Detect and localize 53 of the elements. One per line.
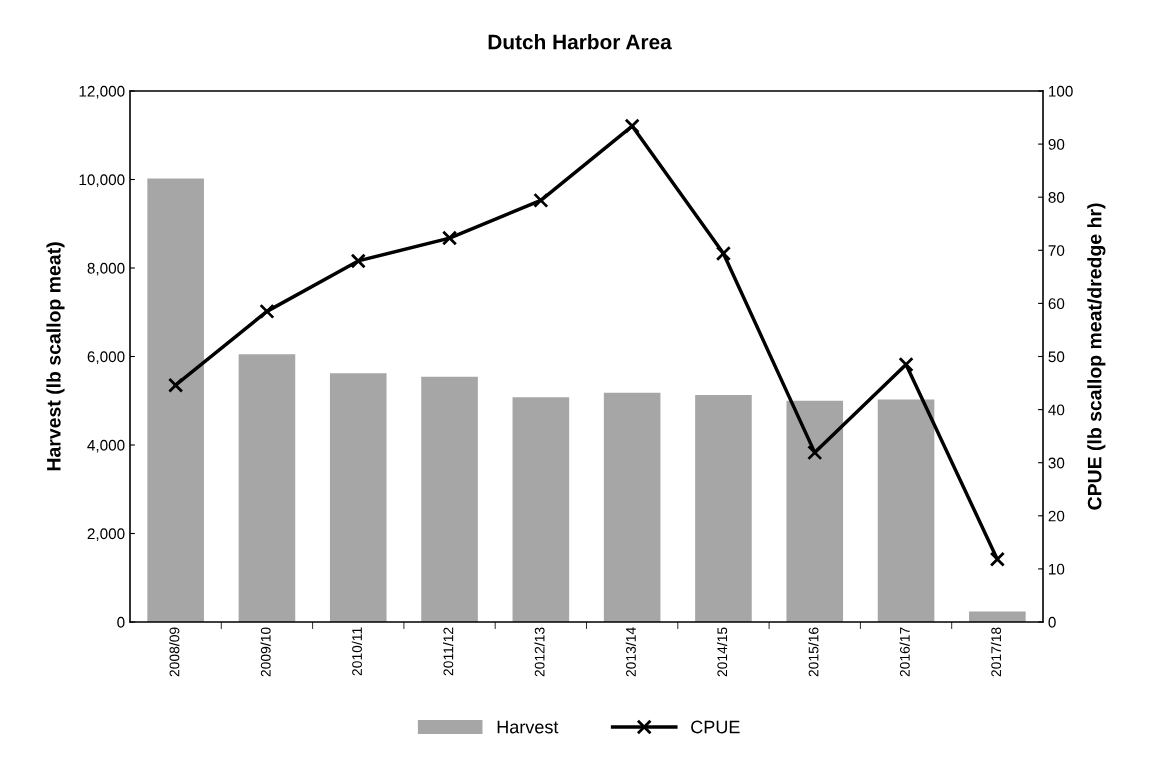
x-tick-label: 2009/10 — [260, 627, 271, 677]
y-tick-label: 2,000 — [87, 528, 125, 541]
y-axis-title: Harvest (lb scallop meat) — [46, 242, 65, 471]
legend-label: Harvest — [497, 720, 559, 734]
y-tick-label: 6,000 — [87, 351, 125, 364]
x-tick-label: 2012/13 — [534, 627, 545, 677]
point — [898, 356, 914, 373]
bar — [512, 397, 570, 622]
y2-tick-label: 50 — [1048, 351, 1065, 363]
y2-tick-label: 100 — [1049, 85, 1073, 97]
point — [624, 118, 640, 134]
point — [350, 253, 366, 269]
bar — [421, 376, 478, 622]
y2-tick-label: 80 — [1048, 192, 1065, 203]
point — [807, 444, 823, 461]
y-tick-label: 8,000 — [87, 262, 125, 276]
chart-title: Dutch Harbor Area — [488, 34, 672, 50]
point — [989, 551, 1005, 567]
point — [168, 377, 184, 393]
y2-tick-label: 60 — [1048, 298, 1065, 310]
y-tick-label: 0 — [117, 616, 125, 628]
x-tick-label: 2016/17 — [899, 627, 910, 677]
y2-tick-label: 30 — [1048, 457, 1065, 469]
point — [715, 245, 732, 262]
bar — [969, 611, 1026, 622]
x-tick-label: 2008/09 — [169, 627, 180, 677]
bar — [603, 392, 661, 622]
bar — [695, 395, 752, 622]
y2-tick-label: 90 — [1048, 138, 1065, 150]
x-tick-label: 2013/14 — [625, 627, 636, 677]
point — [259, 303, 275, 320]
y2-tick-label: 10 — [1049, 563, 1065, 575]
legend-label: CPUE — [691, 720, 740, 734]
x-tick-label: 2011/12 — [443, 627, 454, 676]
y2-tick-label: 0 — [1048, 616, 1056, 628]
bar — [329, 373, 387, 622]
y2-axis-title: CPUE (lb scallop meat/dredge hr) — [1087, 203, 1106, 510]
y2-tick-label: 20 — [1048, 510, 1065, 522]
point — [441, 230, 458, 246]
y-tick-label: 4,000 — [87, 439, 125, 453]
x-tick-label: 2014/15 — [716, 627, 728, 677]
bar — [786, 400, 844, 622]
y-tick-label: 12,000 — [79, 85, 125, 99]
bar — [238, 354, 296, 622]
y2-tick-label: 70 — [1048, 245, 1065, 256]
x-tick-label: 2010/11 — [351, 627, 362, 676]
bar — [147, 178, 204, 622]
x-tick-label: 2015/16 — [808, 627, 819, 677]
y2-tick-label: 40 — [1048, 404, 1065, 416]
bar — [877, 399, 935, 622]
y-tick-label: 10,000 — [79, 174, 125, 187]
point — [533, 192, 549, 209]
x-tick-label: 2017/18 — [990, 627, 1002, 677]
